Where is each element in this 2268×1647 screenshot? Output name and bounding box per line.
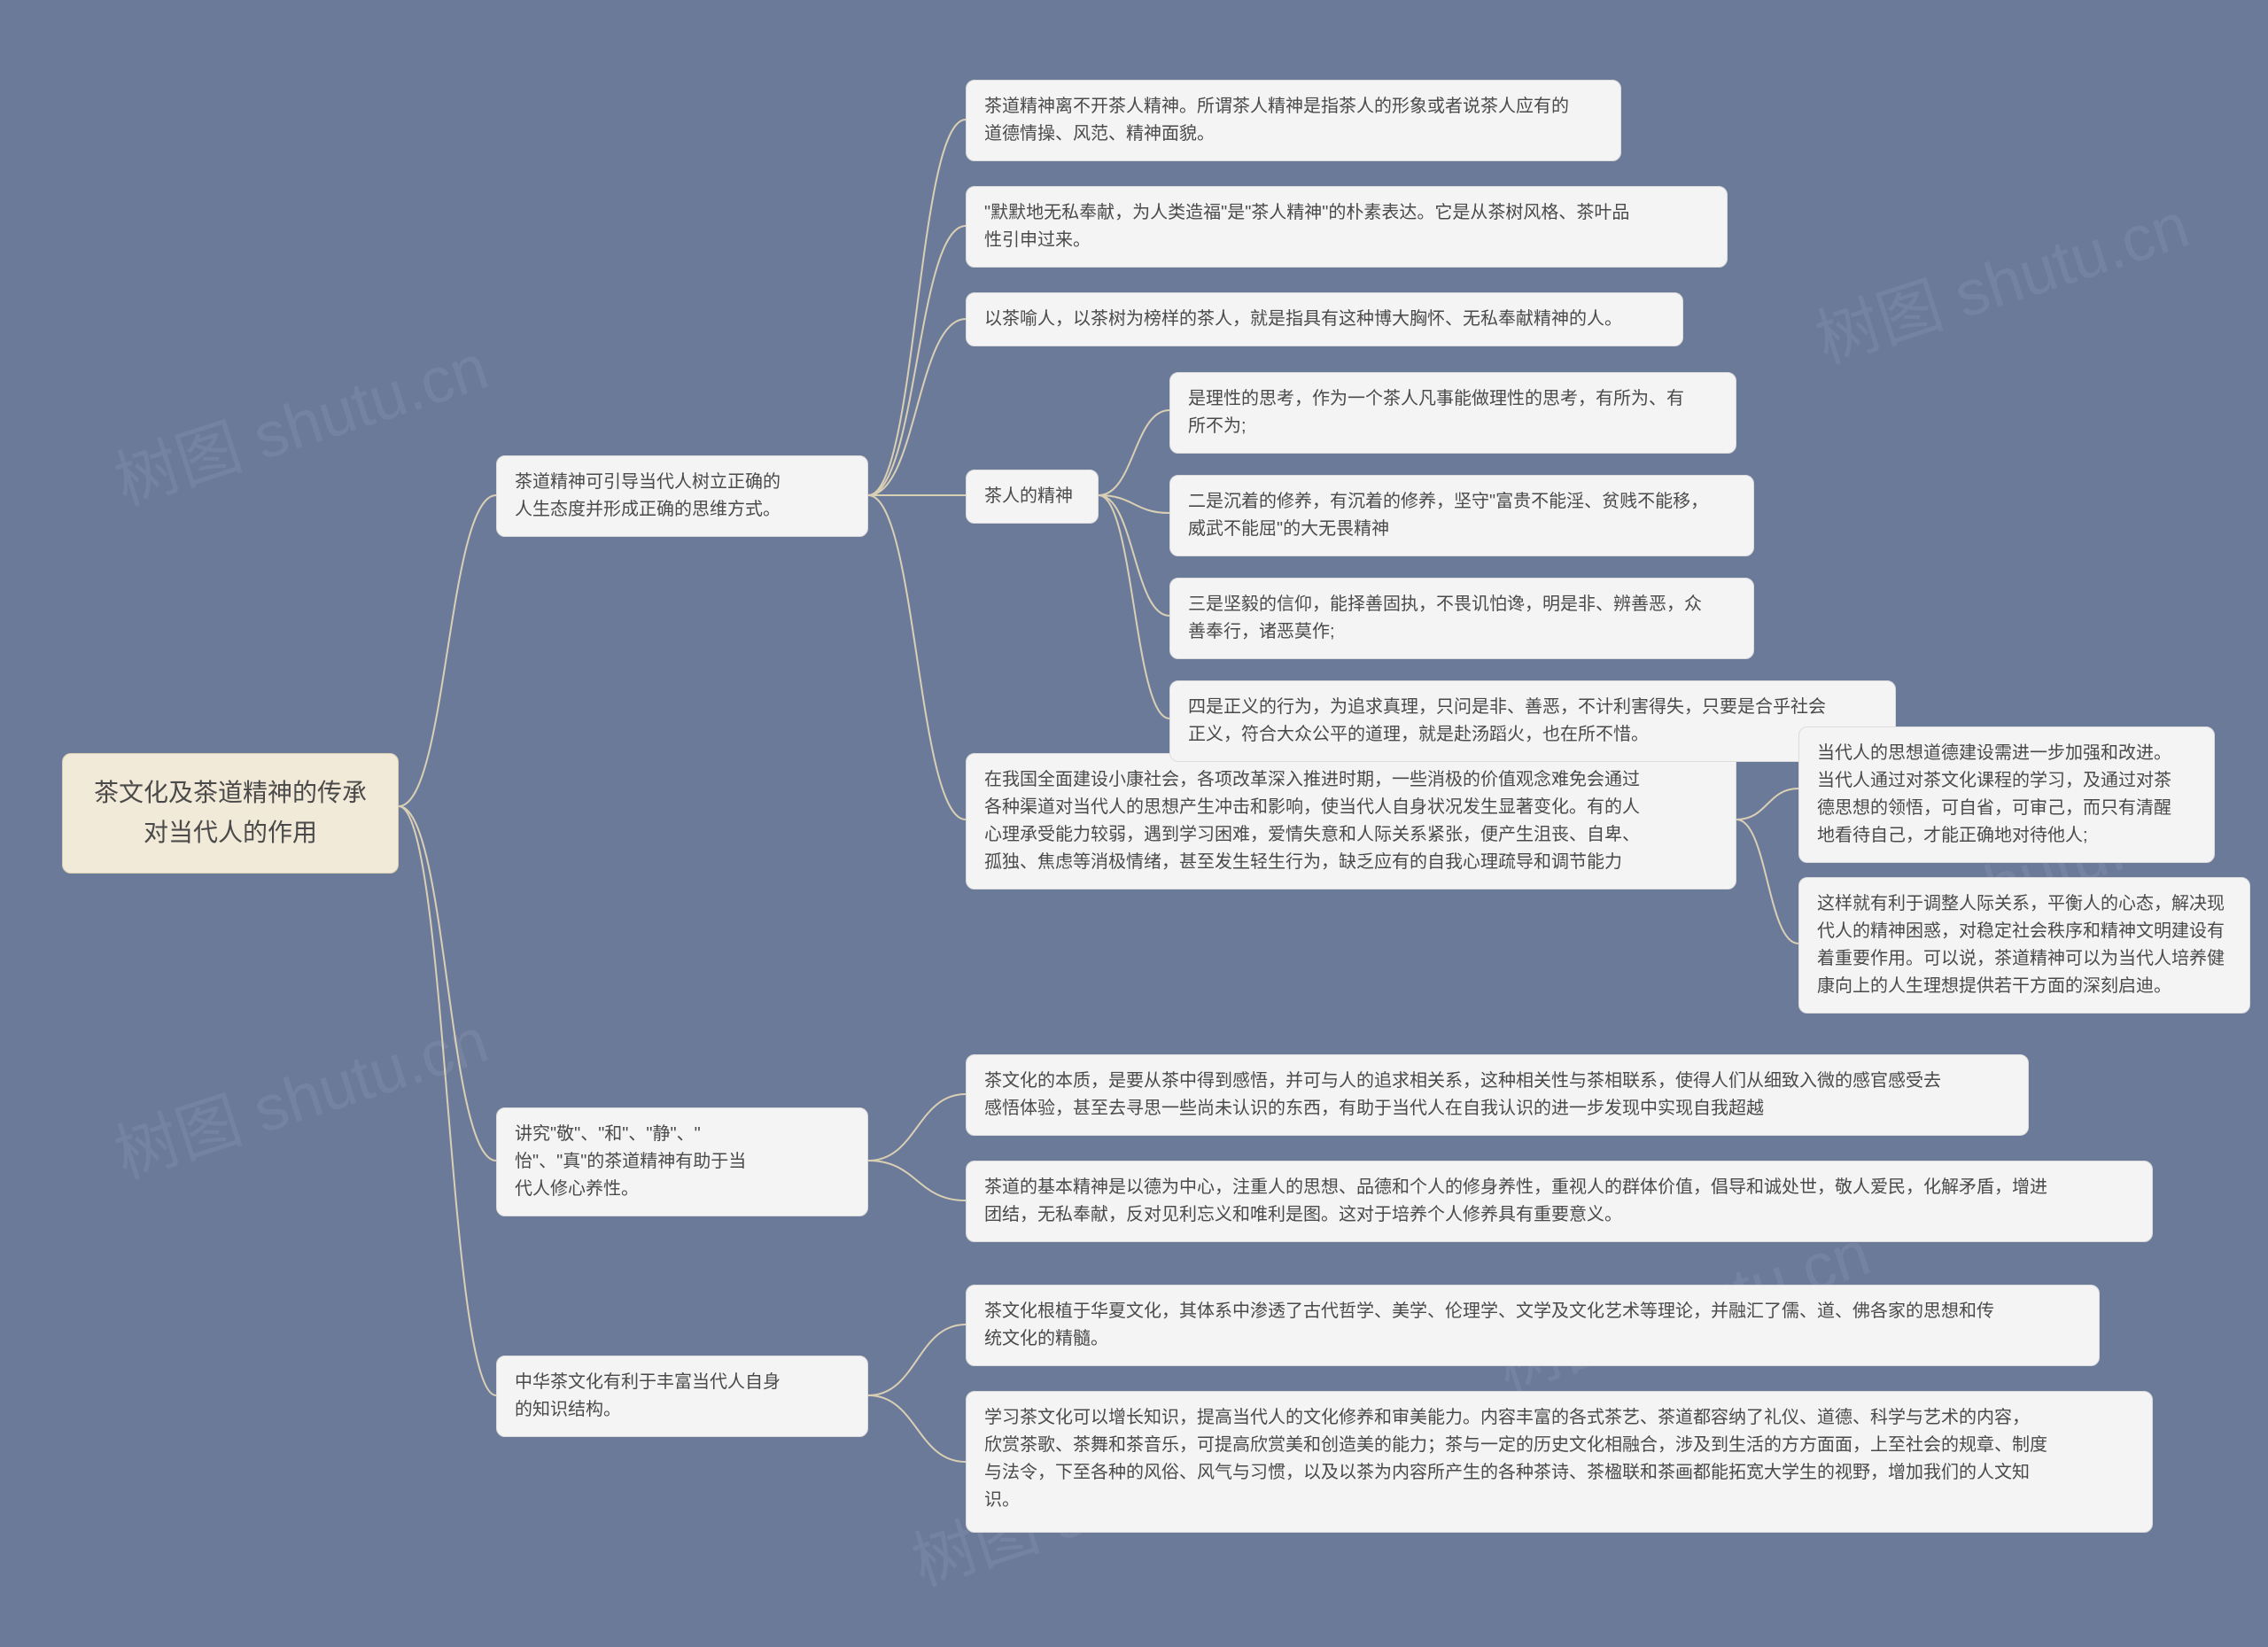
node-label: 是理性的思考，作为一个茶人凡事能做理性的思考，有所为、有 所不为; xyxy=(1188,389,1684,436)
node-label: 茶文化及茶道精神的传承 对当代人的作用 xyxy=(94,779,367,846)
mindmap-node[interactable]: 四是正义的行为，为追求真理，只问是非、善恶，不计利害得失，只要是合乎社会 正义，… xyxy=(1169,680,1896,762)
mindmap-node[interactable]: 茶文化根植于华夏文化，其体系中渗透了古代哲学、美学、伦理学、文学及文化艺术等理论… xyxy=(966,1285,2100,1366)
node-label: "默默地无私奉献，为人类造福"是"茶人精神"的朴素表达。它是从茶树风格、茶叶品 … xyxy=(984,203,1629,250)
node-label: 学习茶文化可以增长知识，提高当代人的文化修养和审美能力。内容丰富的各式茶艺、茶道… xyxy=(984,1408,2047,1510)
mindmap-node[interactable]: 三是坚毅的信仰，能择善固执，不畏讥怕谗，明是非、辨善恶，众 善奉行，诸恶莫作; xyxy=(1169,578,1754,659)
node-label: 以茶喻人，以茶树为榜样的茶人，就是指具有这种博大胸怀、无私奉献精神的人。 xyxy=(984,309,1622,329)
mindmap-node[interactable]: 茶人的精神 xyxy=(966,470,1099,524)
node-label: 四是正义的行为，为追求真理，只问是非、善恶，不计利害得失，只要是合乎社会 正义，… xyxy=(1188,697,1826,744)
node-label: 茶道精神离不开茶人精神。所谓茶人精神是指茶人的形象或者说茶人应有的 道德情操、风… xyxy=(984,97,1569,144)
mindmap-node[interactable]: 二是沉着的修养，有沉着的修养，坚守"富贵不能淫、贫贱不能移， 威武不能屈"的大无… xyxy=(1169,475,1754,556)
mindmap-node[interactable]: 茶道的基本精神是以德为中心，注重人的思想、品德和个人的修身养性，重视人的群体价值… xyxy=(966,1161,2153,1242)
mindmap-node[interactable]: 以茶喻人，以茶树为榜样的茶人，就是指具有这种博大胸怀、无私奉献精神的人。 xyxy=(966,292,1683,346)
mindmap-node[interactable]: 中华茶文化有利于丰富当代人自身 的知识结构。 xyxy=(496,1356,868,1437)
root-node[interactable]: 茶文化及茶道精神的传承 对当代人的作用 xyxy=(62,753,399,874)
node-label: 茶文化的本质，是要从茶中得到感悟，并可与人的追求相关系，这种相关性与茶相联系，使… xyxy=(984,1071,1941,1118)
node-label: 茶道精神可引导当代人树立正确的 人生态度并形成正确的思维方式。 xyxy=(515,472,781,519)
mindmap-node[interactable]: 学习茶文化可以增长知识，提高当代人的文化修养和审美能力。内容丰富的各式茶艺、茶道… xyxy=(966,1391,2153,1533)
mindmap-node[interactable]: 讲究"敬"、"和"、"静"、" 怡"、"真"的茶道精神有助于当 代人修心养性。 xyxy=(496,1107,868,1216)
node-label: 在我国全面建设小康社会，各项改革深入推进时期，一些消极的价值观念难免会通过 各种… xyxy=(984,770,1640,872)
node-label: 茶文化根植于华夏文化，其体系中渗透了古代哲学、美学、伦理学、文学及文化艺术等理论… xyxy=(984,1301,1994,1348)
node-label: 二是沉着的修养，有沉着的修养，坚守"富贵不能淫、贫贱不能移， 威武不能屈"的大无… xyxy=(1188,492,1708,539)
node-label: 讲究"敬"、"和"、"静"、" 怡"、"真"的茶道精神有助于当 代人修心养性。 xyxy=(515,1124,746,1199)
mindmap-node[interactable]: 茶文化的本质，是要从茶中得到感悟，并可与人的追求相关系，这种相关性与茶相联系，使… xyxy=(966,1054,2029,1136)
node-label: 茶道的基本精神是以德为中心，注重人的思想、品德和个人的修身养性，重视人的群体价值… xyxy=(984,1177,2047,1224)
mindmap-node[interactable]: "默默地无私奉献，为人类造福"是"茶人精神"的朴素表达。它是从茶树风格、茶叶品 … xyxy=(966,186,1728,268)
mindmap-node[interactable]: 在我国全面建设小康社会，各项改革深入推进时期，一些消极的价值观念难免会通过 各种… xyxy=(966,753,1736,890)
mindmap-node[interactable]: 茶道精神可引导当代人树立正确的 人生态度并形成正确的思维方式。 xyxy=(496,455,868,537)
node-label: 三是坚毅的信仰，能择善固执，不畏讥怕谗，明是非、辨善恶，众 善奉行，诸恶莫作; xyxy=(1188,594,1702,641)
node-label: 当代人的思想道德建设需进一步加强和改进。 当代人通过对茶文化课程的学习，及通过对… xyxy=(1817,743,2171,845)
mindmap-node[interactable]: 这样就有利于调整人际关系，平衡人的心态，解决现 代人的精神困惑，对稳定社会秩序和… xyxy=(1798,877,2250,1014)
node-label: 这样就有利于调整人际关系，平衡人的心态，解决现 代人的精神困惑，对稳定社会秩序和… xyxy=(1817,894,2225,996)
mindmap-node[interactable]: 是理性的思考，作为一个茶人凡事能做理性的思考，有所为、有 所不为; xyxy=(1169,372,1736,454)
node-label: 中华茶文化有利于丰富当代人自身 的知识结构。 xyxy=(515,1372,781,1419)
mindmap-node[interactable]: 茶道精神离不开茶人精神。所谓茶人精神是指茶人的形象或者说茶人应有的 道德情操、风… xyxy=(966,80,1621,161)
node-label: 茶人的精神 xyxy=(984,486,1073,506)
mindmap-node[interactable]: 当代人的思想道德建设需进一步加强和改进。 当代人通过对茶文化课程的学习，及通过对… xyxy=(1798,726,2215,863)
